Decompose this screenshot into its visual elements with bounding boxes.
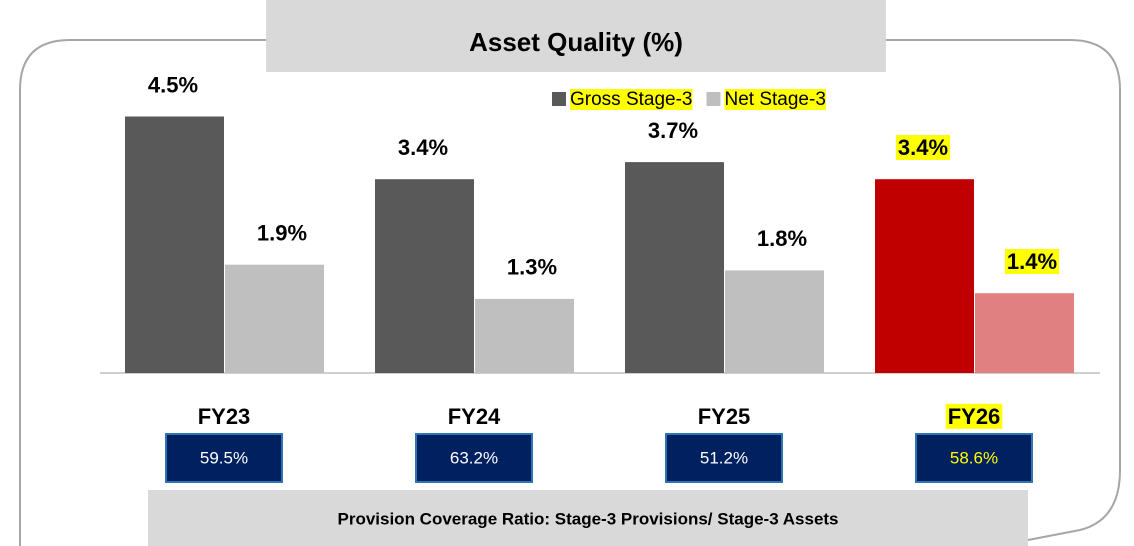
chart-title: Asset Quality (%) bbox=[469, 27, 683, 57]
pcr-box bbox=[665, 433, 783, 483]
pcr-label: 59.5% bbox=[200, 448, 248, 467]
pcr-label: 51.2% bbox=[700, 448, 748, 467]
footer-box bbox=[148, 490, 1028, 546]
data-label: 3.4% bbox=[898, 135, 948, 160]
bar bbox=[875, 179, 974, 373]
legend-label: Net Stage-3 bbox=[725, 89, 826, 110]
data-label: 1.9% bbox=[257, 221, 307, 246]
highlight bbox=[1004, 249, 1060, 275]
x-tick-label: FY25 bbox=[698, 404, 751, 429]
bar bbox=[375, 179, 474, 373]
data-label: 1.3% bbox=[507, 255, 557, 280]
highlight bbox=[895, 135, 951, 161]
highlight bbox=[724, 89, 826, 111]
bar bbox=[625, 162, 724, 373]
pcr-box bbox=[915, 433, 1033, 483]
legend-swatch bbox=[706, 92, 721, 106]
title-box bbox=[266, 0, 886, 72]
x-tick-label: FY24 bbox=[448, 404, 501, 429]
bar bbox=[475, 298, 574, 373]
data-label: 3.4% bbox=[398, 135, 448, 160]
data-label: 1.4% bbox=[1007, 249, 1057, 274]
footer: Provision Coverage Ratio: Stage-3 Provis… bbox=[337, 509, 838, 528]
bar bbox=[225, 264, 324, 373]
pcr-label: 58.6% bbox=[950, 448, 998, 467]
legend-label: Gross Stage-3 bbox=[570, 89, 693, 110]
legend-swatch bbox=[552, 92, 566, 106]
highlight bbox=[570, 89, 693, 111]
pcr-label: 63.2% bbox=[450, 448, 498, 467]
x-tick-label: FY23 bbox=[198, 404, 251, 429]
data-label: 3.7% bbox=[648, 118, 698, 143]
bar bbox=[125, 116, 224, 373]
x-tick-label: FY26 bbox=[948, 404, 1001, 429]
data-label: 1.8% bbox=[757, 226, 807, 251]
pcr-box bbox=[165, 433, 283, 483]
pcr-box bbox=[415, 433, 533, 483]
data-label: 4.5% bbox=[148, 72, 198, 97]
frame bbox=[19, 39, 1121, 546]
bar bbox=[725, 270, 824, 373]
bar bbox=[975, 293, 1074, 373]
highlight bbox=[945, 403, 1003, 429]
